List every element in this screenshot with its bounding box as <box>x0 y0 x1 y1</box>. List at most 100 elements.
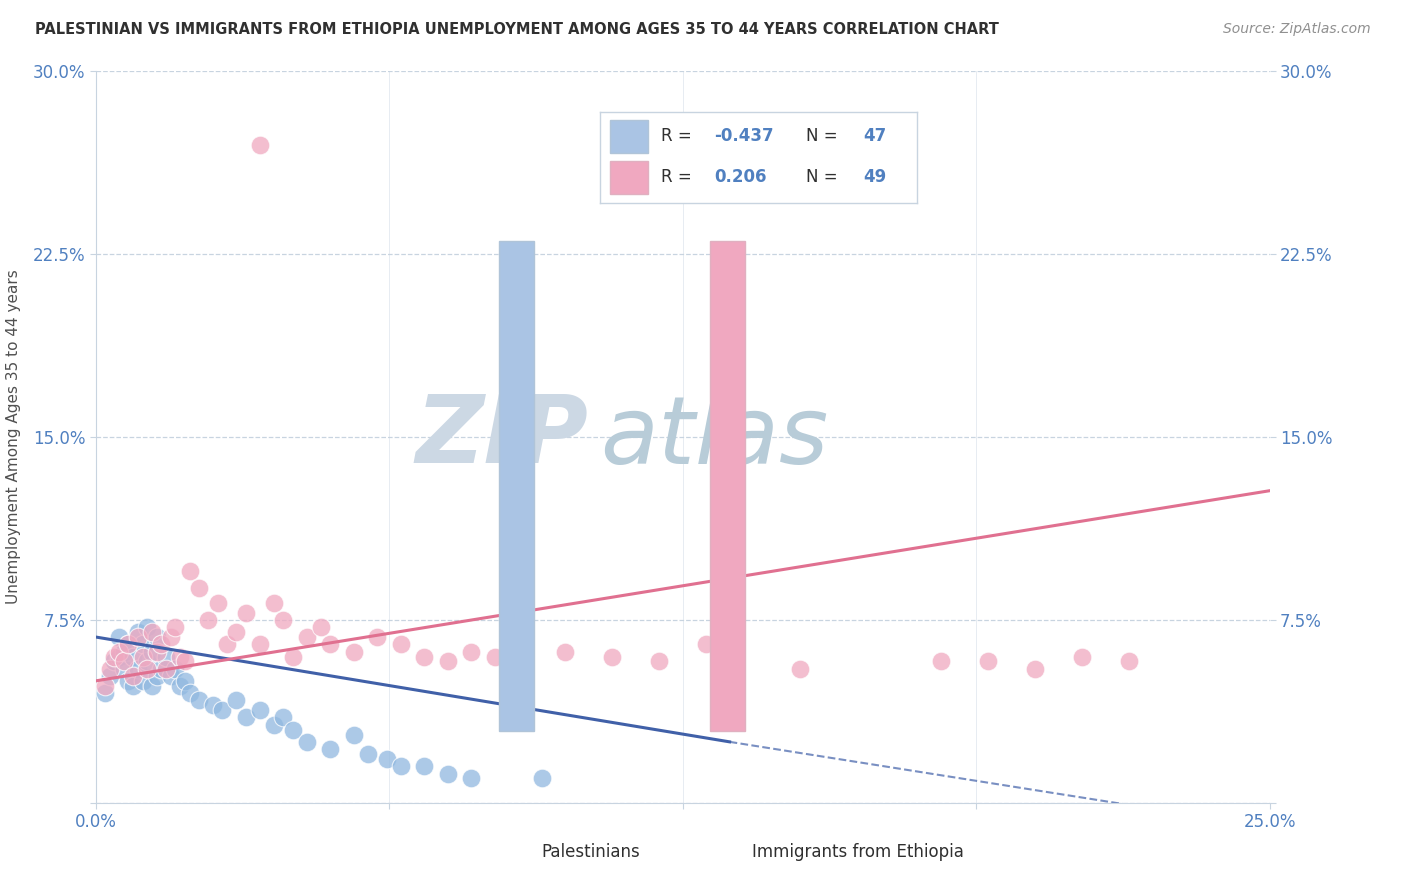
Point <box>94 686 117 700</box>
Point <box>187 693 209 707</box>
Point <box>460 645 482 659</box>
Point <box>295 630 318 644</box>
Point <box>695 637 717 651</box>
Point <box>112 654 135 668</box>
Point <box>343 727 366 741</box>
Point <box>1070 649 1092 664</box>
Point <box>211 703 233 717</box>
Point <box>977 654 1000 668</box>
Point <box>112 645 135 659</box>
Point <box>108 649 131 664</box>
Point <box>122 669 145 683</box>
Point <box>179 686 201 700</box>
Point <box>131 649 153 664</box>
Point <box>343 645 366 659</box>
Point <box>136 654 159 668</box>
FancyBboxPatch shape <box>610 120 648 153</box>
Point <box>273 710 295 724</box>
Point <box>145 669 167 683</box>
Point <box>159 669 181 683</box>
Point <box>117 673 139 688</box>
Point <box>319 742 342 756</box>
Text: 49: 49 <box>863 169 887 186</box>
Point <box>436 654 458 668</box>
Point <box>554 645 576 659</box>
Point <box>108 630 131 644</box>
Point <box>165 662 187 676</box>
Point <box>225 625 247 640</box>
Point <box>309 620 332 634</box>
Point <box>600 649 623 664</box>
Point <box>141 625 163 640</box>
Point <box>179 564 201 578</box>
Point <box>413 649 436 664</box>
Text: ZIP: ZIP <box>416 391 589 483</box>
Y-axis label: Unemployment Among Ages 35 to 44 years: Unemployment Among Ages 35 to 44 years <box>7 269 21 605</box>
Point <box>319 637 342 651</box>
Point <box>127 630 149 644</box>
Point <box>145 645 167 659</box>
Point <box>648 654 671 668</box>
Point <box>117 637 139 651</box>
Point <box>131 637 153 651</box>
Point <box>357 747 380 761</box>
Point <box>145 630 167 644</box>
Point <box>150 637 173 651</box>
Point <box>235 606 257 620</box>
Point <box>389 759 412 773</box>
Point <box>263 718 285 732</box>
Text: -0.437: -0.437 <box>714 128 775 145</box>
Point <box>295 735 318 749</box>
Point <box>789 662 811 676</box>
Point <box>98 669 121 683</box>
Text: R =: R = <box>661 128 696 145</box>
Point <box>136 620 159 634</box>
Point <box>103 649 125 664</box>
Point <box>1024 662 1046 676</box>
Point <box>484 649 506 664</box>
Point <box>94 679 117 693</box>
Point <box>375 752 398 766</box>
Point <box>108 645 131 659</box>
Point <box>413 759 436 773</box>
FancyBboxPatch shape <box>610 161 648 194</box>
Point <box>508 637 530 651</box>
Point <box>530 772 553 786</box>
Point <box>155 662 177 676</box>
Text: atlas: atlas <box>600 392 828 483</box>
Point <box>225 693 247 707</box>
Point <box>169 679 191 693</box>
Point <box>141 679 163 693</box>
Point <box>235 710 257 724</box>
Point <box>217 637 239 651</box>
Point <box>273 613 295 627</box>
Point <box>207 596 229 610</box>
Point <box>112 662 135 676</box>
Point <box>202 698 225 713</box>
Point <box>117 637 139 651</box>
Point <box>155 649 177 664</box>
Point <box>197 613 219 627</box>
Point <box>249 137 271 152</box>
Point <box>131 673 153 688</box>
Point <box>460 772 482 786</box>
Text: N =: N = <box>807 128 844 145</box>
Point <box>122 679 145 693</box>
Point <box>127 625 149 640</box>
Text: N =: N = <box>807 169 844 186</box>
Point <box>122 649 145 664</box>
Point <box>249 637 271 651</box>
Point <box>281 723 304 737</box>
Point <box>159 630 181 644</box>
Point <box>281 649 304 664</box>
Point <box>169 649 191 664</box>
Text: 0.206: 0.206 <box>714 169 768 186</box>
Point <box>249 703 271 717</box>
Point <box>136 662 159 676</box>
Point <box>173 673 195 688</box>
Point <box>929 654 952 668</box>
Point <box>127 662 149 676</box>
Text: R =: R = <box>661 169 702 186</box>
Point <box>141 645 163 659</box>
Point <box>1118 654 1140 668</box>
